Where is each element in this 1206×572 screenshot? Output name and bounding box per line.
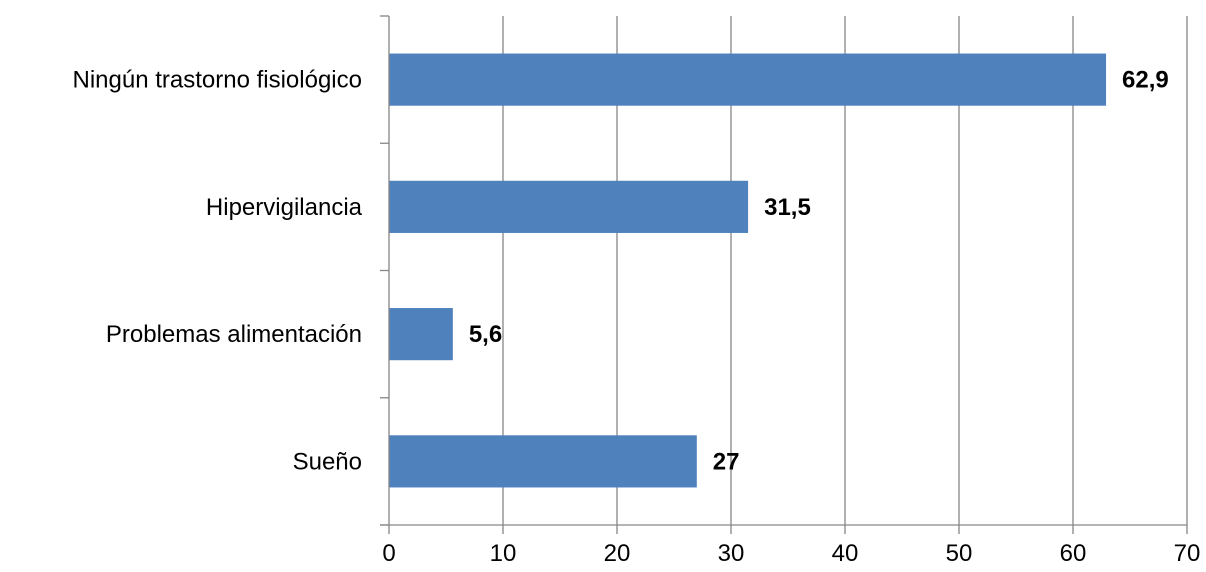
bar-value-label: 31,5 [764,194,811,221]
y-category-label: Ningún trastorno fisiológico [73,67,363,94]
bar [389,180,749,233]
bar-value-label: 5,6 [469,321,502,348]
x-tick-label: 40 [832,540,859,567]
y-category-label: Hipervigilancia [206,194,363,221]
y-category-label: Problemas alimentación [106,321,362,348]
x-tick-label: 0 [382,540,395,567]
bar [389,53,1107,106]
y-category-label: Sueño [293,448,362,475]
labels: 0 10 20 30 40 50 60 70 Ningún trastorno fisiológ… [73,67,1201,567]
x-tick-label: 30 [718,540,745,567]
x-tick-label: 50 [946,540,973,567]
bar-value-label: 62,9 [1122,67,1169,94]
bar-value-label: 27 [713,448,740,475]
x-tick-label: 20 [604,540,631,567]
bar [389,308,453,361]
bars [389,53,1107,488]
x-tick-label: 10 [490,540,517,567]
axes [380,15,1187,534]
bar [389,435,697,488]
x-tick-label: 60 [1060,540,1087,567]
x-tick-label: 70 [1174,540,1201,567]
